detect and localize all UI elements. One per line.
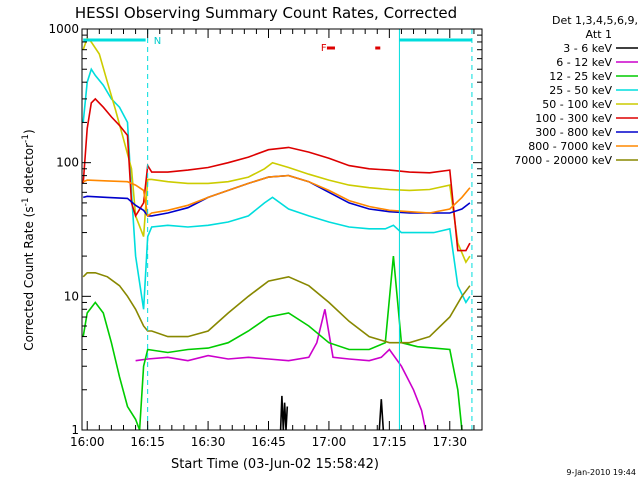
legend-header-line2: Att 1: [586, 28, 612, 41]
legend-entry: 100 - 300 keV: [535, 112, 612, 125]
timestamp: 9-Jan-2010 19:44: [566, 468, 636, 477]
series-line-25-50-keV: [82, 67, 471, 310]
legend-entry: 800 - 7000 keV: [528, 140, 612, 153]
legend-entry: 3 - 6 keV: [563, 42, 612, 55]
chart-title: HESSI Observing Summary Count Rates, Cor…: [75, 4, 457, 22]
x-tick-label: 16:45: [251, 435, 286, 449]
legend-entry: 25 - 50 keV: [549, 84, 612, 97]
x-tick-label: 17:00: [312, 435, 347, 449]
plot-data-layer: [82, 37, 471, 431]
y-tick-label: 1000: [48, 22, 79, 36]
y-tick-label: 10: [64, 289, 79, 303]
series-line-3-6-keV: [279, 395, 289, 431]
series-line-6-12-keV: [135, 309, 427, 431]
x-tick-label: 17:30: [432, 435, 467, 449]
legend-entry: 300 - 800 keV: [535, 126, 612, 139]
plot-frame: [81, 28, 483, 431]
x-tick-label: 16:15: [130, 435, 165, 449]
x-axis-label: Start Time (03-Jun-02 15:58:42): [171, 457, 379, 472]
series-line-7000-20000-keV: [82, 272, 471, 344]
y-tick-label: 100: [56, 156, 79, 170]
series-line-50-100-keV: [82, 37, 471, 264]
y-tick-label: 1: [71, 423, 79, 437]
legend-entry: 50 - 100 keV: [542, 98, 612, 111]
observing-flags-layer: NF: [83, 29, 473, 430]
series-line-3-6-keV: [378, 399, 385, 431]
flare-flag-label: F: [321, 43, 327, 54]
x-tick-label: 16:00: [70, 435, 105, 449]
night-flag-label: N: [154, 36, 161, 47]
axes-layer: 1 10 100 1000 16:00 16:15 16:30 16:45 17:00 17:15…: [48, 22, 482, 449]
x-tick-label: 16:30: [191, 435, 226, 449]
legend-entry: 12 - 25 keV: [549, 70, 612, 83]
series-line-100-300-keV: [82, 97, 471, 252]
series-line-800-7000-keV: [82, 174, 471, 218]
y-axis-label: Corrected Count Rate (s-1 detector-1): [21, 129, 36, 350]
legend-entry: 7000 - 20000 keV: [514, 154, 612, 167]
legend-header-line1: Det 1,3,4,5,6,9,: [552, 14, 638, 27]
x-tick-label: 17:15: [372, 435, 407, 449]
legend-entry: 6 - 12 keV: [556, 56, 612, 69]
